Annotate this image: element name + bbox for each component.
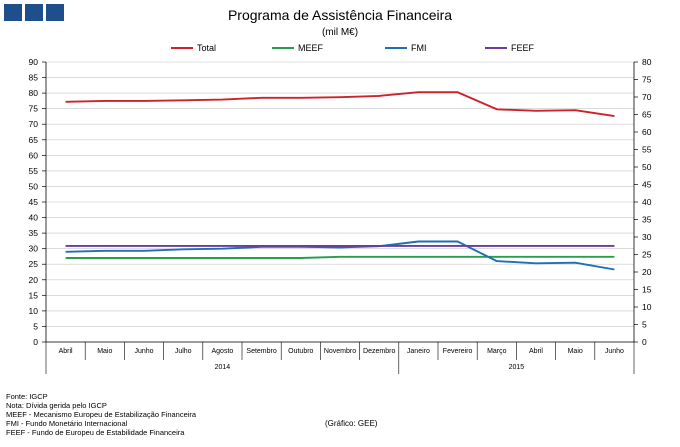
left-tick-label: 5 — [33, 321, 38, 331]
note-feef: FEEF - Fundo de Europeu de Estabilidade … — [6, 428, 185, 437]
legend: Total MEEF FMI FEEF — [0, 43, 680, 57]
note-source: Fonte: IGCP — [6, 392, 48, 401]
right-tick-label: 80 — [642, 57, 652, 67]
legend-swatch-feef — [485, 47, 507, 49]
left-tick-label: 80 — [29, 88, 39, 98]
x-tick-label: Janeiro — [407, 348, 430, 355]
right-tick-label: 65 — [642, 110, 652, 120]
logo-block — [25, 4, 43, 21]
left-tick-label: 70 — [29, 119, 39, 129]
legend-label-fmi: FMI — [411, 43, 427, 53]
right-tick-label: 35 — [642, 215, 652, 225]
legend-item-fmi: FMI — [385, 43, 427, 53]
right-tick-label: 45 — [642, 180, 652, 190]
left-tick-label: 10 — [29, 306, 39, 316]
year-label: 2014 — [215, 364, 231, 371]
left-tick-label: 55 — [29, 166, 39, 176]
right-tick-label: 10 — [642, 302, 652, 312]
note-meef: MEEF - Mecanismo Europeu de Estabilizaçã… — [6, 410, 197, 419]
legend-item-total: Total — [171, 43, 216, 53]
right-tick-label: 75 — [642, 75, 652, 85]
left-tick-label: 40 — [29, 213, 39, 223]
x-tick-label: Junho — [134, 348, 153, 355]
left-tick-label: 65 — [29, 135, 39, 145]
legend-swatch-total — [171, 47, 193, 49]
right-tick-label: 0 — [642, 337, 647, 347]
left-tick-label: 15 — [29, 290, 39, 300]
legend-item-feef: FEEF — [485, 43, 534, 53]
x-tick-label: Novembro — [324, 348, 356, 355]
left-tick-label: 60 — [29, 150, 39, 160]
series-line-fmi — [65, 240, 615, 271]
year-label: 2015 — [509, 364, 525, 371]
x-tick-label: Abril — [59, 348, 73, 355]
right-tick-label: 20 — [642, 267, 652, 277]
chart-title: Programa de Assistência Financeira — [227, 7, 453, 23]
right-tick-label: 70 — [642, 92, 652, 102]
right-tick-label: 50 — [642, 162, 652, 172]
right-tick-label: 40 — [642, 197, 652, 207]
series-line-total — [65, 91, 615, 118]
x-tick-label: Abril — [529, 348, 543, 355]
x-tick-label: Outubro — [288, 348, 313, 355]
x-tick-label: Dezembro — [363, 348, 395, 355]
x-tick-label: Maio — [568, 348, 583, 355]
right-tick-label: 55 — [642, 145, 652, 155]
left-tick-label: 35 — [29, 228, 39, 238]
left-tick-label: 20 — [29, 275, 39, 285]
legend-item-meef: MEEF — [272, 43, 323, 53]
legend-label-feef: FEEF — [511, 43, 535, 53]
right-tick-label: 25 — [642, 250, 652, 260]
x-tick-label: Agosto — [212, 348, 234, 355]
right-tick-label: 5 — [642, 320, 647, 330]
right-tick-label: 15 — [642, 285, 652, 295]
x-tick-label: Setembro — [246, 348, 276, 355]
logo — [4, 4, 64, 21]
left-tick-label: 50 — [29, 181, 39, 191]
x-tick-label: Julho — [175, 348, 192, 355]
left-tick-label: 45 — [29, 197, 39, 207]
left-tick-label: 75 — [29, 104, 39, 114]
logo-block — [46, 4, 64, 21]
right-tick-label: 30 — [642, 232, 652, 242]
legend-label-total: Total — [197, 43, 217, 53]
chart-credit: (Gráfico: GEE) — [325, 419, 378, 428]
left-tick-label: 90 — [29, 57, 39, 67]
left-tick-label: 85 — [29, 73, 39, 83]
legend-swatch-meef — [272, 47, 294, 49]
x-tick-label: Fevereiro — [443, 348, 473, 355]
legend-swatch-fmi — [385, 47, 407, 49]
note-fmi: FMI - Fundo Monetário Internacional — [6, 419, 128, 428]
x-tick-label: Junho — [605, 348, 624, 355]
legend-label-meef: MEEF — [298, 43, 324, 53]
x-tick-label: Maio — [97, 348, 112, 355]
note-debt: Nota: Dívida gerida pelo IGCP — [6, 401, 107, 410]
left-tick-label: 25 — [29, 259, 39, 269]
left-tick-label: 0 — [33, 337, 38, 347]
logo-block — [4, 4, 22, 21]
notes: Fonte: IGCP Nota: Dívida gerida pelo IGC… — [6, 392, 196, 437]
right-tick-label: 60 — [642, 127, 652, 137]
left-tick-label: 30 — [29, 244, 39, 254]
series-line-meef — [65, 255, 615, 259]
chart-subtitle: (mil M€) — [321, 27, 359, 38]
x-tick-label: Março — [487, 348, 507, 355]
